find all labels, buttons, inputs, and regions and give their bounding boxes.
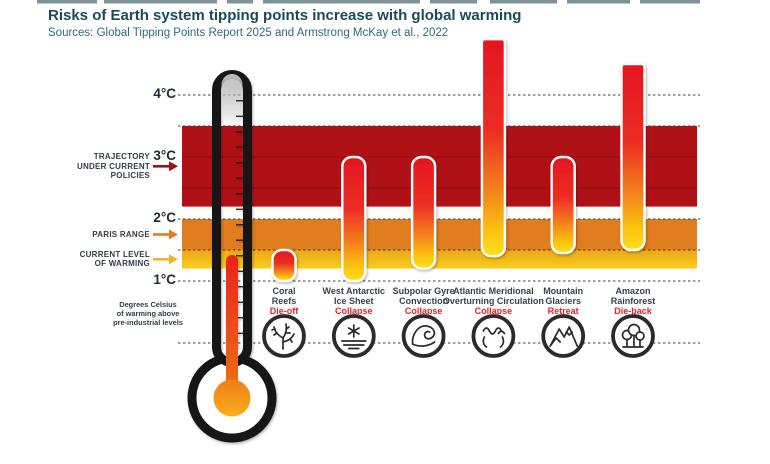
- tipping-point-name: Amazon Rainforest: [610, 286, 656, 307]
- tipping-point-name: Mountain Glaciers: [543, 286, 584, 307]
- range-bar-ice-sheet: [341, 155, 367, 283]
- page-title: Risks of Earth system tipping points inc…: [48, 7, 522, 24]
- tipping-point-impact: Die-back: [614, 306, 652, 317]
- tipping-point-label: Mountain Glaciers Retreat: [503, 286, 623, 317]
- cropped-text-artifact: [37, 0, 97, 4]
- tipping-point-name: West Antarctic Ice Sheet: [322, 286, 386, 307]
- y-tick-3c: 3°C: [153, 148, 176, 163]
- cropped-text-artifact: [567, 0, 630, 4]
- cropped-text-artifact: [263, 0, 420, 4]
- tipping-point-label: Subpolar Gyre Convection Collapse: [364, 286, 484, 317]
- thermometer-shine: [221, 74, 243, 126]
- tipping-point-impact: Retreat: [547, 306, 579, 317]
- ocean-circulation-icon: [471, 314, 516, 358]
- band-trajectory: [182, 126, 697, 207]
- band-label-trajectory: TRAJECTORY UNDER CURRENT POLICIES: [76, 152, 150, 181]
- cropped-text-artifact: [640, 0, 700, 4]
- sources-subtitle: Sources: Global Tipping Points Report 20…: [48, 27, 449, 39]
- ice-sheet-icon: [331, 314, 376, 358]
- coral-icon: [262, 314, 306, 358]
- cropped-text-artifact: [104, 0, 217, 4]
- thermometer: [187, 70, 277, 443]
- arrow-trajectory-icon: [153, 161, 178, 172]
- cropped-text-artifact: [490, 0, 557, 4]
- tipping-point-name: Subpolar Gyre Convection: [392, 286, 455, 307]
- band-paris-range: [182, 219, 697, 250]
- range-bar-rainforest: [620, 62, 646, 252]
- y-axis-note: Degrees Celsius of warming above pre-ind…: [113, 300, 183, 327]
- arrow-current-warming-icon: [153, 254, 178, 265]
- arrow-paris-range-icon: [153, 229, 178, 240]
- wave-icon: [401, 314, 446, 358]
- tipping-point-impact: Collapse: [404, 306, 443, 317]
- range-bar-coral: [271, 248, 297, 283]
- band-stripe: [182, 156, 697, 158]
- band-stripe: [182, 187, 697, 189]
- mountain-icon: [541, 314, 586, 358]
- thermometer-fluid-ball: [213, 379, 251, 417]
- tipping-point-impact: Die-off: [269, 306, 299, 317]
- tipping-point-impact: Collapse: [335, 306, 373, 317]
- thermometer-fluid: [226, 254, 238, 400]
- y-tick-1c: 1°C: [153, 272, 176, 287]
- tipping-point-name: Atlantic Meridional Overturning Circulat…: [442, 286, 544, 307]
- tipping-point-impact: Collapse: [474, 306, 513, 317]
- tipping-point-name: Coral Reefs: [271, 286, 297, 307]
- band-current-warming: [182, 250, 697, 269]
- range-bar-wave: [410, 155, 437, 270]
- cropped-text-artifact: [227, 0, 253, 4]
- tipping-point-label: Coral Reefs Die-off: [224, 286, 344, 317]
- cropped-text-artifact: [430, 0, 477, 4]
- y-tick-4c: 4°C: [153, 86, 176, 101]
- range-bar-ocean-circulation: [480, 38, 507, 258]
- tipping-point-label: Atlantic Meridional Overturning Circulat…: [433, 286, 553, 317]
- tipping-point-label: Amazon Rainforest Die-back: [573, 286, 693, 317]
- band-label-paris-range: PARIS RANGE: [92, 229, 150, 239]
- y-tick-2c: 2°C: [153, 210, 176, 225]
- range-bar-mountain: [550, 155, 576, 255]
- band-label-current-warming: CURRENT LEVEL OF WARMING: [79, 249, 150, 269]
- rainforest-icon: [611, 314, 655, 358]
- tipping-point-label: West Antarctic Ice Sheet Collapse: [294, 286, 414, 317]
